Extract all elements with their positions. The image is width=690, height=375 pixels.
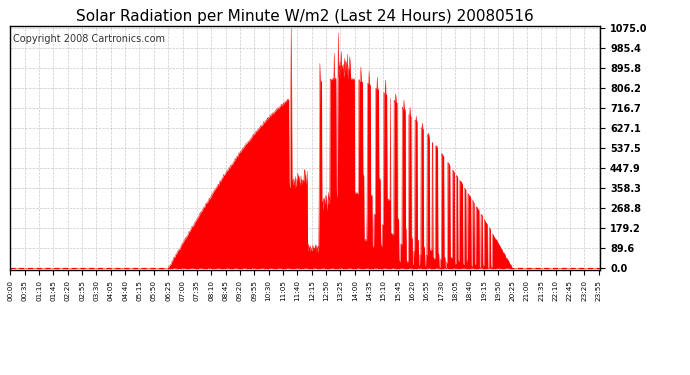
Title: Solar Radiation per Minute W/m2 (Last 24 Hours) 20080516: Solar Radiation per Minute W/m2 (Last 24… — [77, 9, 534, 24]
Text: Copyright 2008 Cartronics.com: Copyright 2008 Cartronics.com — [13, 34, 166, 44]
